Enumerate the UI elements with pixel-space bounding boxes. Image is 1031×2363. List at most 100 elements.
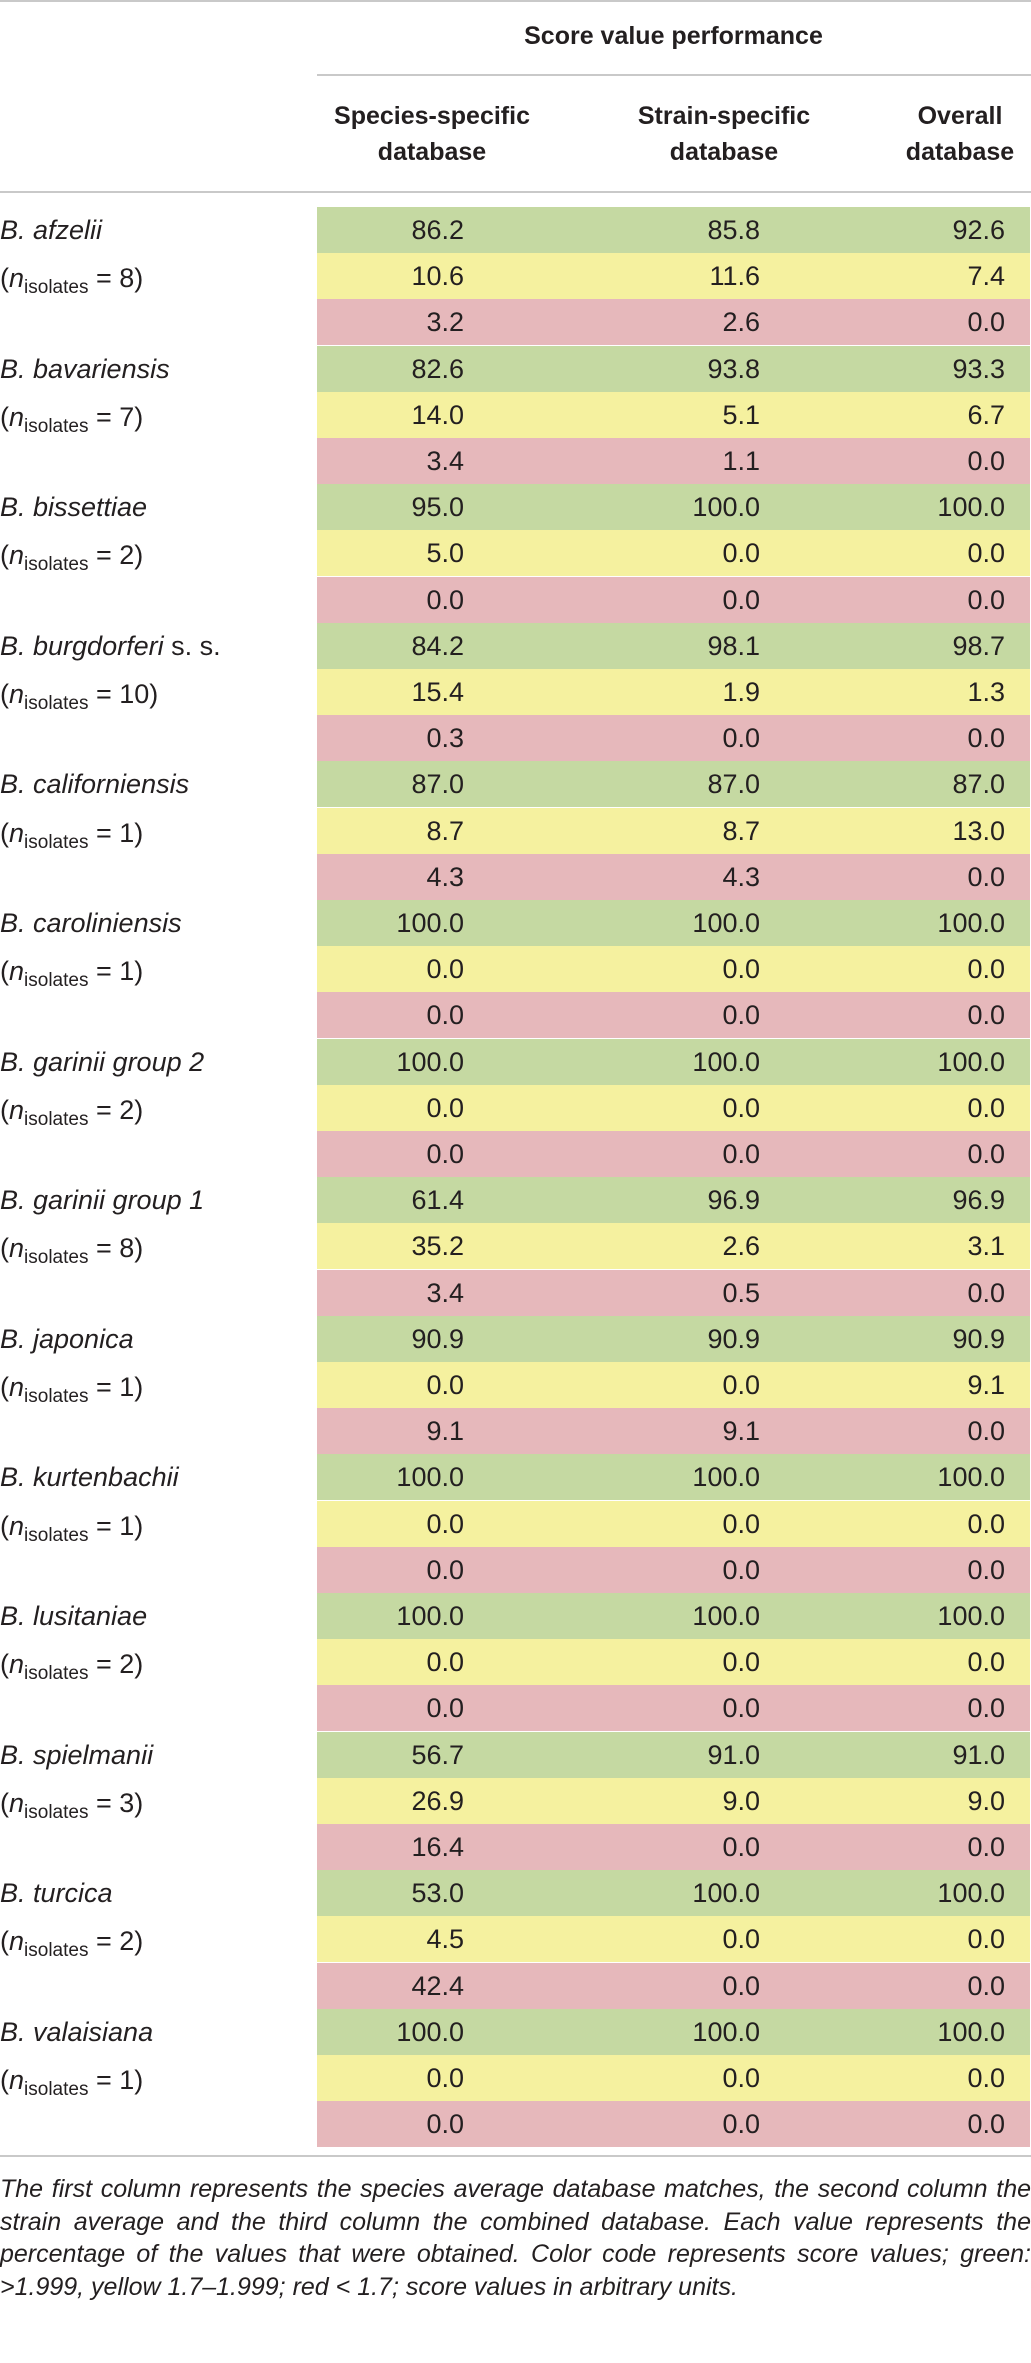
cell-strain-specific: 100.0 [692,2017,760,2047]
cell-strain-specific: 9.1 [722,1416,760,1446]
cell-species-specific: 100.0 [396,1601,464,1631]
isolate-count: (nisolates = 1) [0,956,144,991]
cell-overall: 0.0 [967,1971,1005,2001]
isolate-count-value: = 2) [95,1095,144,1125]
cell-species-specific: 0.0 [426,2109,464,2139]
cell-overall: 0.0 [967,1000,1005,1030]
cell-overall: 0.0 [967,1278,1005,1308]
column-header-strain-specific: Strain-specific database [585,98,863,170]
cell-overall: 0.0 [967,1509,1005,1539]
isolate-count: (nisolates = 2) [0,1649,144,1684]
species-name: B. valaisiana [0,2009,153,2055]
species-name: B. bavariensis [0,346,170,392]
score-mid-row [317,1916,1030,1962]
cell-strain-specific: 0.0 [722,1832,760,1862]
isolate-count-subscript: isolates [24,1802,89,1823]
cell-species-specific: 26.9 [411,1786,464,1816]
cell-strain-specific: 1.1 [722,446,760,476]
cell-overall: 92.6 [952,215,1005,245]
bottom-rule [0,2155,1031,2157]
cell-overall: 0.0 [967,538,1005,568]
isolate-count-symbol: n [9,2065,25,2095]
cell-species-specific: 8.7 [426,816,464,846]
cell-species-specific: 3.4 [426,446,464,476]
isolate-count-symbol: n [9,263,25,293]
score-high-row [317,1732,1030,1778]
cell-strain-specific: 0.0 [722,1647,760,1677]
cell-overall: 0.0 [967,1693,1005,1723]
species-name: B. afzelii [0,207,102,253]
cell-strain-specific: 4.3 [722,862,760,892]
cell-species-specific: 0.0 [426,1693,464,1723]
cell-strain-specific: 1.9 [722,677,760,707]
cell-overall: 9.0 [967,1786,1005,1816]
cell-overall: 87.0 [952,769,1005,799]
cell-species-specific: 9.1 [426,1416,464,1446]
cell-strain-specific: 0.0 [722,2063,760,2093]
score-mid-row [317,530,1030,576]
cell-strain-specific: 0.0 [722,954,760,984]
score-mid-row [317,1778,1030,1824]
cell-strain-specific: 100.0 [692,492,760,522]
cell-species-specific: 100.0 [396,1462,464,1492]
isolate-count-value: = 8) [95,263,144,293]
isolate-count-subscript: isolates [24,554,89,575]
cell-overall: 100.0 [937,1878,1005,1908]
cell-species-specific: 15.4 [411,677,464,707]
cell-overall: 0.0 [967,723,1005,753]
isolate-count-subscript: isolates [24,832,89,853]
score-low-row [317,2101,1030,2147]
header-bottom-rule [0,191,1031,193]
isolate-count: (nisolates = 8) [0,263,144,298]
cell-overall: 98.7 [952,631,1005,661]
isolate-count-symbol: n [9,1095,25,1125]
cell-strain-specific: 0.0 [722,1093,760,1123]
cell-strain-specific: 100.0 [692,908,760,938]
cell-species-specific: 90.9 [411,1324,464,1354]
score-high-row [317,484,1030,530]
isolate-count-subscript: isolates [24,1940,89,1961]
cell-strain-specific: 0.0 [722,1924,760,1954]
score-mid-row [317,808,1030,854]
score-high-row [317,1870,1030,1916]
cell-overall: 100.0 [937,1462,1005,1492]
cell-species-specific: 53.0 [411,1878,464,1908]
species-name: B. bissettiae [0,484,147,530]
cell-strain-specific: 100.0 [692,1047,760,1077]
cell-species-specific: 0.0 [426,1093,464,1123]
isolate-count: (nisolates = 2) [0,1926,144,1961]
group-header-rule [317,74,1031,76]
cell-species-specific: 0.0 [426,1139,464,1169]
isolate-count-symbol: n [9,1372,25,1402]
column-header-line1: Strain-specific [637,102,811,130]
isolate-count-symbol: n [9,1926,25,1956]
score-high-row [317,346,1030,392]
isolate-count: (nisolates = 8) [0,1233,144,1268]
score-low-row [317,1270,1030,1316]
score-low-row [317,577,1030,623]
top-rule [0,0,1031,2]
species-name-suffix: s. s. [163,631,221,661]
score-low-row [317,1547,1030,1593]
cell-strain-specific: 0.0 [722,1139,760,1169]
cell-species-specific: 42.4 [411,1971,464,2001]
score-mid-row [317,253,1030,299]
isolate-count-subscript: isolates [24,416,89,437]
species-name-text: B. burgdorferi [0,631,164,661]
cell-overall: 0.0 [967,446,1005,476]
isolate-count: (nisolates = 1) [0,2065,144,2100]
isolate-count: (nisolates = 3) [0,1788,144,1823]
column-header-species-specific: Species-specific database [293,98,571,170]
cell-overall: 0.0 [967,1139,1005,1169]
isolate-count-subscript: isolates [24,970,89,991]
cell-overall: 6.7 [967,400,1005,430]
score-high-row [317,761,1030,807]
species-name-text: B. japonica [0,1324,134,1354]
species-name: B. garinii group 2 [0,1039,204,1085]
isolate-count-subscript: isolates [24,1247,89,1268]
group-header: Score value performance [524,22,823,50]
score-mid-row [317,1223,1030,1269]
cell-overall: 0.0 [967,1647,1005,1677]
cell-species-specific: 14.0 [411,400,464,430]
isolate-count-value: = 1) [95,956,144,986]
